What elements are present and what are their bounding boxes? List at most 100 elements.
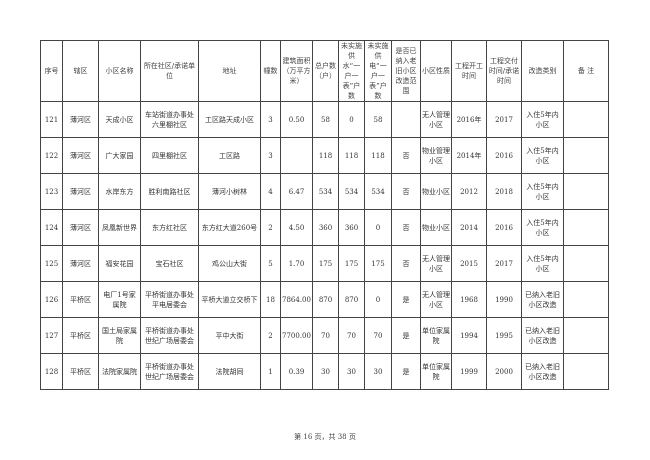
table-cell: 360 <box>312 209 339 246</box>
table-cell: 2015 <box>451 245 487 282</box>
table-cell: 胜利南路社区 <box>140 173 199 210</box>
table-cell: 法院胡同 <box>198 353 261 390</box>
column-header: 地址 <box>198 40 261 102</box>
table-cell <box>563 209 609 246</box>
table-cell: 121 <box>40 101 63 138</box>
table-cell: 是 <box>391 281 421 318</box>
table-cell: 4.50 <box>280 209 313 246</box>
table-cell: 175 <box>364 245 392 282</box>
column-header: 小区名称 <box>98 40 141 102</box>
table-cell: 天成小区 <box>98 101 141 138</box>
table-cell: 入住5年内小区 <box>521 209 564 246</box>
table-cell <box>563 281 609 318</box>
table-cell: 124 <box>40 209 63 246</box>
table-cell: 薄河区 <box>62 137 99 174</box>
table-cell: 2000 <box>486 353 522 390</box>
table-cell: 58 <box>364 101 392 138</box>
table-row: 121 薄河区 天成小区 车站街道办事处六里棚社区 工区路天成小区 3 0.50 58 0 58 无… <box>40 101 609 138</box>
table-cell: 入住5年内小区 <box>521 173 564 210</box>
table-cell: 18 <box>260 281 281 318</box>
table-cell: 物业小区 <box>420 173 452 210</box>
table-cell: 0 <box>338 101 365 138</box>
table-cell: 否 <box>391 245 421 282</box>
table-cell: 58 <box>312 101 339 138</box>
table-cell <box>563 353 609 390</box>
table-cell: 70 <box>338 317 365 354</box>
table-cell: 平桥街道办事处平电居委会 <box>140 281 199 318</box>
table-cell: 4 <box>260 173 281 210</box>
table-cell: 广大家园 <box>98 137 141 174</box>
table-cell: 福安花园 <box>98 245 141 282</box>
table-cell: 175 <box>312 245 339 282</box>
table-cell: 车站街道办事处六里棚社区 <box>140 101 199 138</box>
column-header: 备 注 <box>563 40 609 102</box>
table-row: 127 平桥区 国土局家属院 平桥街道办事处世纪广场居委会 平中大街 2 7700.00 70… <box>40 317 609 354</box>
table-cell: 薄河区 <box>62 245 99 282</box>
table-cell: 30 <box>338 353 365 390</box>
table-cell: 2016 <box>486 209 522 246</box>
column-header: 未实施供水“一户一表”户数 <box>338 40 365 102</box>
table-cell: 工区路天成小区 <box>198 101 261 138</box>
table-cell: 2017 <box>486 101 522 138</box>
table-cell: 入住5年内小区 <box>521 245 564 282</box>
column-header: 工程开工时间 <box>451 40 487 102</box>
table-cell: 物业管理小区 <box>420 137 452 174</box>
table-cell: 0 <box>364 209 392 246</box>
column-header: 是否已纳入老旧小区改造范围 <box>391 40 421 102</box>
table-cell: 3 <box>260 101 281 138</box>
column-header: 总户数（户） <box>312 40 339 102</box>
table-cell: 否 <box>391 209 421 246</box>
column-header: 辖区 <box>62 40 99 102</box>
table-cell <box>391 101 421 138</box>
table-cell: 凤凰新世界 <box>98 209 141 246</box>
table-cell: 物业小区 <box>420 209 452 246</box>
table-cell: 128 <box>40 353 63 390</box>
table-cell: 5 <box>260 245 281 282</box>
table-cell: 入住5年内小区 <box>521 137 564 174</box>
table-cell: 2014年 <box>451 137 487 174</box>
table-cell: 电厂1号家属院 <box>98 281 141 318</box>
table-cell: 水岸东方 <box>98 173 141 210</box>
table-cell: 薄河区 <box>62 173 99 210</box>
table-cell: 工区路 <box>198 137 261 174</box>
table-cell: 已纳入老旧小区改造 <box>521 281 564 318</box>
table-cell: 1968 <box>451 281 487 318</box>
table-cell: 30 <box>364 353 392 390</box>
table-cell: 已纳入老旧小区改造 <box>521 353 564 390</box>
table-cell: 2 <box>260 317 281 354</box>
table-cell: 平桥街道办事处世纪广场居委会 <box>140 317 199 354</box>
header-row: 序号 辖区 小区名称 所在社区/承诺单位 地址 幢数 建筑面积（万平方米） 总户数（户） 未实施… <box>40 40 609 102</box>
table-cell: 入住5年内小区 <box>521 101 564 138</box>
table-cell: 东方红社区 <box>140 209 199 246</box>
table-cell: 否 <box>391 137 421 174</box>
table-cell: 是 <box>391 317 421 354</box>
table-row: 126 平桥区 电厂1号家属院 平桥街道办事处平电居委会 平桥大道立交桥下 18 7864.… <box>40 281 609 318</box>
table-cell: 无人管理小区 <box>420 281 452 318</box>
table-cell: 118 <box>338 137 365 174</box>
table-cell: 127 <box>40 317 63 354</box>
table-cell: 360 <box>338 209 365 246</box>
table-cell: 国土局家属院 <box>98 317 141 354</box>
table-cell: 126 <box>40 281 63 318</box>
table-cell <box>563 245 609 282</box>
table-cell <box>563 317 609 354</box>
data-table: 序号 辖区 小区名称 所在社区/承诺单位 地址 幢数 建筑面积（万平方米） 总户数（户） 未实施… <box>40 40 609 390</box>
table-cell: 1999 <box>451 353 487 390</box>
table-cell <box>563 137 609 174</box>
table-cell: 平桥大道立交桥下 <box>198 281 261 318</box>
table-cell: 175 <box>338 245 365 282</box>
column-header: 工程交付时间/承诺时间 <box>486 40 522 102</box>
table-row: 125 薄河区 福安花园 宝石社区 鸡公山大街 5 1.70 175 175 175 否无人管理小区… <box>40 245 609 282</box>
column-header: 改造类别 <box>521 40 564 102</box>
table-cell: 平桥区 <box>62 281 99 318</box>
table-cell: 薄河小树林 <box>198 173 261 210</box>
table-cell: 1995 <box>486 317 522 354</box>
table-cell: 2017 <box>486 245 522 282</box>
table-cell <box>563 101 609 138</box>
table-cell: 2016年 <box>451 101 487 138</box>
column-header: 小区性质 <box>420 40 452 102</box>
table-cell: 0.39 <box>280 353 313 390</box>
table-cell: 0.50 <box>280 101 313 138</box>
table-cell: 已纳入老旧小区改造 <box>521 317 564 354</box>
table-row: 123 薄河区 水岸东方 胜利南路社区 薄河小树林 4 6.47 534 534 534 否物业小区… <box>40 173 609 210</box>
